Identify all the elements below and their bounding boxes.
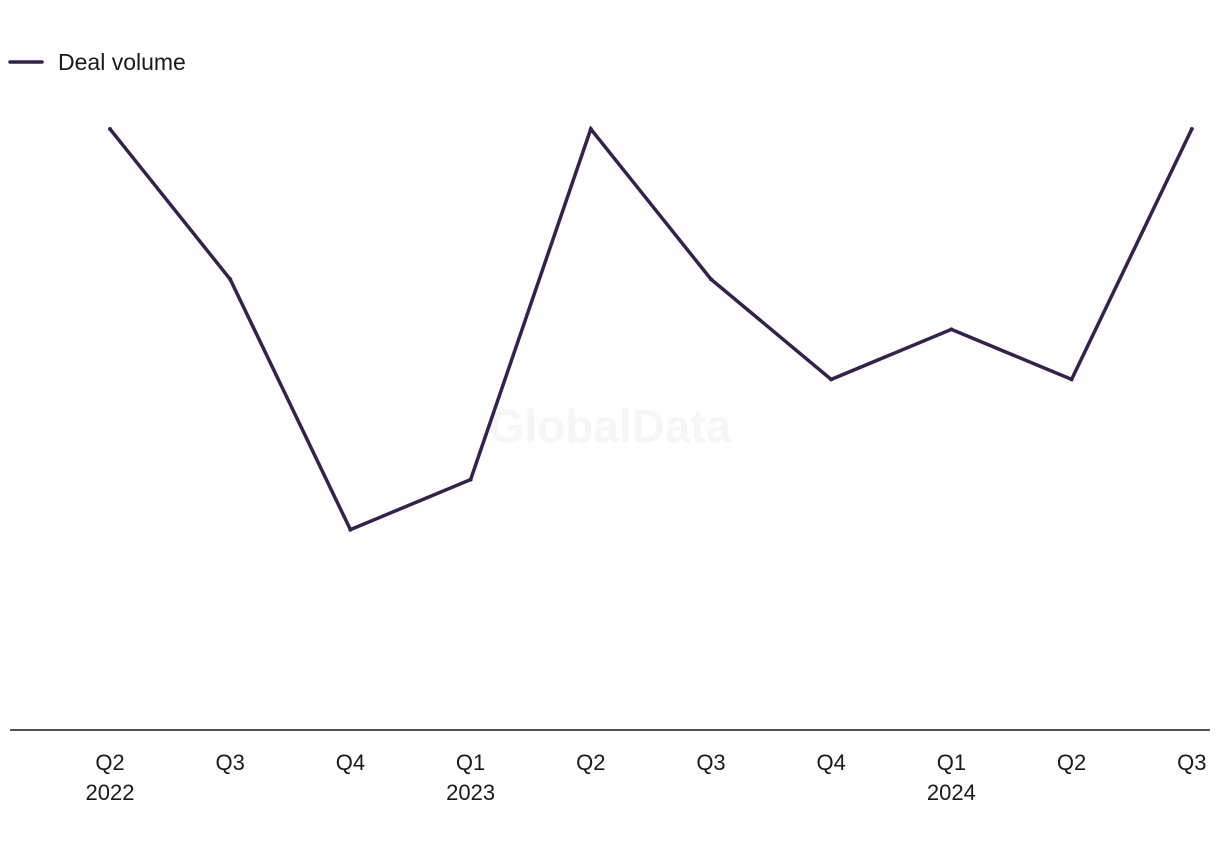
x-tick-label: Q2 <box>576 750 605 775</box>
x-tick-label: Q2 <box>1057 750 1086 775</box>
data-point <box>709 277 713 282</box>
data-point <box>588 127 593 131</box>
legend-label-deal-volume: Deal volume <box>58 49 186 75</box>
series-layer <box>108 125 1194 532</box>
data-point <box>1189 127 1194 131</box>
x-year-label: 2024 <box>927 780 976 805</box>
legend: Deal volume <box>8 49 186 75</box>
x-tick-label: Q2 <box>95 750 124 775</box>
x-axis-tick-labels: Q2 2022 Q3 Q4 Q1 2023 Q2 Q3 Q4 Q1 2024 Q2 Q3 <box>86 750 1207 805</box>
data-point <box>468 477 473 482</box>
x-tick-label: Q1 <box>456 750 485 775</box>
x-tick-label: Q4 <box>817 750 846 775</box>
data-point <box>228 277 233 282</box>
data-point <box>949 327 954 332</box>
data-point <box>1069 377 1074 382</box>
x-year-label: 2022 <box>86 780 135 805</box>
x-year-label: 2023 <box>446 780 495 805</box>
data-point <box>348 527 353 532</box>
data-point <box>108 127 112 131</box>
x-tick-label: Q3 <box>1177 750 1206 775</box>
series-line-deal-volume <box>108 125 1194 532</box>
x-tick-label: Q3 <box>216 750 245 775</box>
watermark: GlobalData <box>489 400 732 452</box>
x-tick-label: Q1 <box>937 750 966 775</box>
x-tick-label: Q4 <box>336 750 365 775</box>
x-tick-label: Q3 <box>696 750 725 775</box>
data-point <box>829 377 834 382</box>
